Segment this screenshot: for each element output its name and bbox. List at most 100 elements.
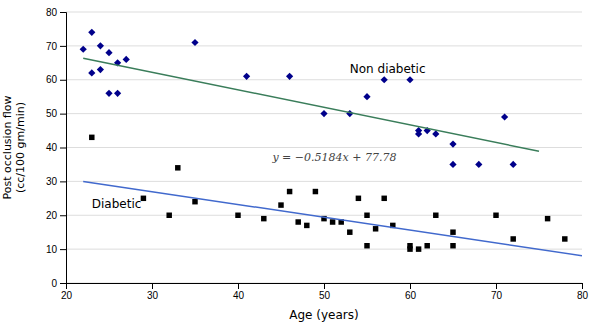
tick-label: 20 xyxy=(61,290,73,301)
point xyxy=(510,236,515,241)
point xyxy=(493,213,498,218)
point xyxy=(295,219,300,224)
tick: 20 xyxy=(61,283,73,301)
tick-mark xyxy=(410,283,411,289)
tick-label: 0 xyxy=(51,278,57,289)
point xyxy=(166,213,171,218)
tick-mark xyxy=(60,215,66,216)
tick-mark xyxy=(60,114,66,115)
point xyxy=(141,196,146,201)
tick: 50 xyxy=(46,108,66,119)
tick: 80 xyxy=(577,283,589,301)
tick: 50 xyxy=(319,283,331,301)
point xyxy=(97,42,104,49)
point xyxy=(364,213,369,218)
point xyxy=(475,161,482,168)
tick-mark xyxy=(496,283,497,289)
grid-line-y xyxy=(66,12,582,13)
point xyxy=(450,229,455,234)
tick-mark xyxy=(60,46,66,47)
point xyxy=(415,130,422,137)
tick-label: 40 xyxy=(46,142,58,153)
tick: 60 xyxy=(405,283,417,301)
point xyxy=(123,56,130,63)
tick-mark xyxy=(582,283,583,289)
point xyxy=(347,229,352,234)
tick-label: 20 xyxy=(46,210,58,221)
point xyxy=(450,243,455,248)
grid-line-y xyxy=(66,215,582,216)
point xyxy=(416,246,421,251)
x-axis: 20304050607080 xyxy=(61,283,589,301)
y-axis-title-line: Post occlusion flow xyxy=(1,95,14,199)
point xyxy=(97,66,104,73)
point xyxy=(449,141,456,148)
grid-line-y xyxy=(66,147,582,148)
tick: 40 xyxy=(233,283,245,301)
tick-label: 30 xyxy=(46,176,58,187)
tick-mark xyxy=(324,283,325,289)
series-label: Diabetic xyxy=(92,197,142,211)
point xyxy=(363,93,370,100)
point xyxy=(261,216,266,221)
tick: 60 xyxy=(46,74,66,85)
tick: 80 xyxy=(46,7,66,18)
tick-label: 60 xyxy=(405,290,417,301)
point xyxy=(449,161,456,168)
tick-label: 80 xyxy=(577,290,589,301)
point xyxy=(80,46,87,53)
annotations: y = −0.5184x + 77.78Non diabeticDiabetic xyxy=(92,62,426,212)
axis-line xyxy=(67,284,583,290)
point xyxy=(406,76,413,83)
tick-mark xyxy=(60,80,66,81)
point xyxy=(433,213,438,218)
tick: 40 xyxy=(46,142,66,153)
trend-line xyxy=(83,181,582,255)
point xyxy=(192,199,197,204)
tick: 0 xyxy=(51,278,66,289)
tick: 10 xyxy=(46,244,66,255)
grid-line-y xyxy=(66,79,582,80)
point xyxy=(381,196,386,201)
grid-line-y xyxy=(66,249,582,250)
tick-label: 60 xyxy=(46,74,58,85)
point xyxy=(373,226,378,231)
marks xyxy=(80,29,582,256)
x-axis-title: Age (years) xyxy=(289,308,358,322)
point xyxy=(175,165,180,170)
tick-label: 10 xyxy=(46,244,58,255)
tick-mark xyxy=(60,148,66,149)
tick: 20 xyxy=(46,210,66,221)
point xyxy=(287,189,292,194)
grid-line-y xyxy=(66,181,582,182)
point xyxy=(105,49,112,56)
point xyxy=(356,196,361,201)
equation: y = −0.5184x + 77.78 xyxy=(271,151,396,164)
tick-mark xyxy=(60,283,66,284)
grid-line-y xyxy=(66,45,582,46)
point xyxy=(235,213,240,218)
point xyxy=(501,113,508,120)
point xyxy=(278,202,283,207)
point xyxy=(88,69,95,76)
point xyxy=(313,189,318,194)
point xyxy=(286,73,293,80)
plot: 2030405060708001020304050607080y = −0.51… xyxy=(46,7,589,301)
tick-label: 50 xyxy=(46,108,58,119)
tick-label: 30 xyxy=(147,290,159,301)
y-axis-title-line: (cc/100 gm/min) xyxy=(14,102,27,193)
point xyxy=(330,219,335,224)
point xyxy=(381,76,388,83)
point xyxy=(562,236,567,241)
tick: 30 xyxy=(147,283,159,301)
y-axis-title: Post occlusion flow(cc/100 gm/min) xyxy=(1,95,27,199)
point xyxy=(243,73,250,80)
y-axis: 0 10 20 30 40 50 60 70 80 xyxy=(46,7,67,289)
tick-mark xyxy=(238,283,239,289)
grid xyxy=(66,12,582,283)
point xyxy=(424,243,429,248)
tick: 70 xyxy=(46,41,66,52)
tick-label: 50 xyxy=(319,290,331,301)
point xyxy=(510,161,517,168)
point xyxy=(191,39,198,46)
